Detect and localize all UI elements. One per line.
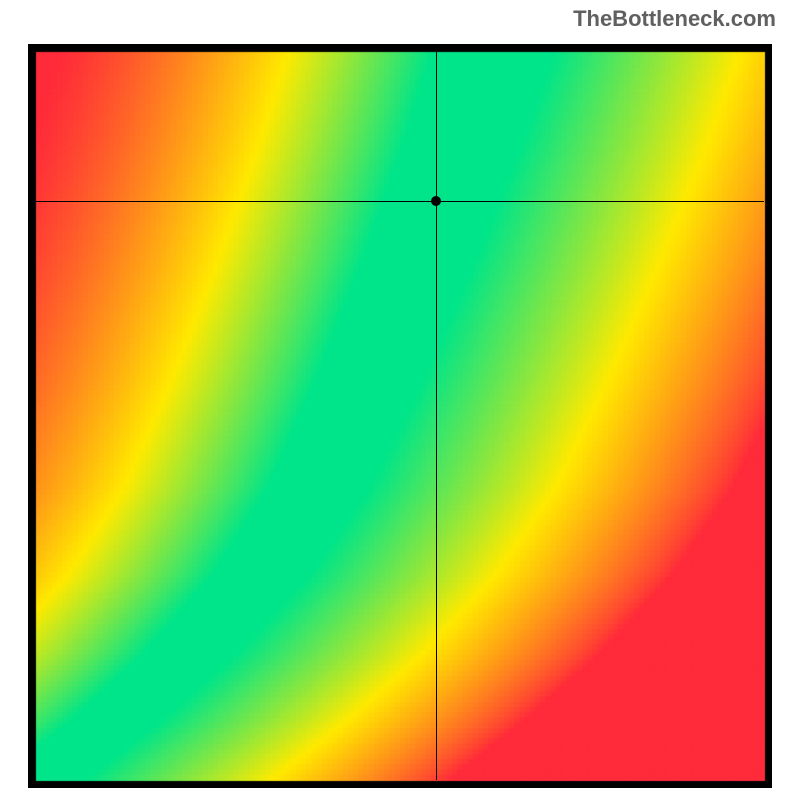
crosshair-vertical [436,52,437,780]
plot-area [28,44,772,788]
crosshair-horizontal [36,201,764,202]
watermark-text: TheBottleneck.com [573,6,776,32]
target-marker [431,196,441,206]
heatmap-canvas [28,44,772,788]
chart-container: TheBottleneck.com [0,0,800,800]
heatmap [28,44,772,788]
